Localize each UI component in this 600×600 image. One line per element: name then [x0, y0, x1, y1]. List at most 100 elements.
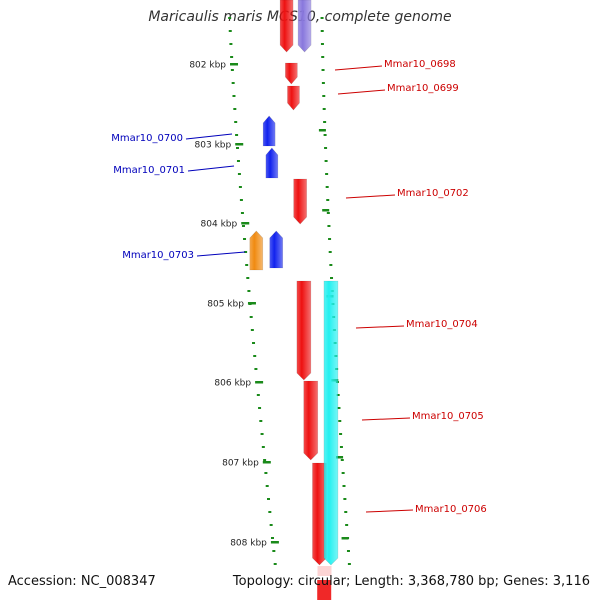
major-tick	[241, 222, 250, 225]
gene-arrow-0703-a[interactable]	[249, 230, 264, 271]
inner-tick-dot	[252, 342, 256, 344]
gene-arrow-0699[interactable]	[287, 85, 300, 111]
scale-label-806: 806 kbp	[214, 379, 251, 389]
inner-tick-dot	[236, 147, 240, 149]
outer-tick-dot	[324, 147, 328, 149]
outer-tick-dot	[339, 433, 343, 435]
inner-tick-dot	[245, 264, 249, 266]
major-tick	[235, 143, 244, 146]
gene-arrow-0705[interactable]	[303, 380, 319, 461]
outer-tick-dot	[338, 420, 342, 422]
inner-tick-dot	[264, 472, 268, 474]
outer-tick-dot	[344, 511, 348, 513]
inner-tick-dot	[256, 394, 260, 396]
gene-label-0702[interactable]: Mmar10_0702	[397, 188, 469, 199]
leader-line	[187, 165, 235, 172]
outer-tick-dot	[340, 459, 344, 461]
gene-label-0698[interactable]: Mmar10_0698	[384, 59, 456, 70]
gene-label-0704[interactable]: Mmar10_0704	[406, 319, 478, 330]
inner-tick-dot	[234, 121, 238, 123]
outer-tick-dot	[320, 17, 324, 19]
leader-line	[185, 133, 233, 140]
leader-line	[365, 509, 414, 513]
inner-tick-dot	[267, 498, 271, 500]
gene-arrow[interactable]	[279, 0, 294, 53]
major-tick	[341, 537, 349, 540]
outer-tick-dot	[325, 186, 329, 188]
inner-tick-dot	[272, 550, 276, 552]
gene-arrow-fade	[317, 566, 332, 576]
outer-tick-dot	[347, 563, 351, 565]
inner-tick-dot	[265, 485, 269, 487]
inner-tick-dot	[247, 290, 251, 292]
inner-tick-dot	[235, 134, 239, 136]
inner-tick-dot	[233, 108, 237, 110]
major-tick	[262, 461, 271, 464]
outer-tick-dot	[330, 277, 334, 279]
inner-tick-dot	[238, 186, 242, 188]
leader-line	[355, 325, 405, 329]
inner-tick-dot	[268, 511, 272, 513]
inner-tick-dot	[270, 537, 274, 539]
inner-tick-dot	[228, 17, 232, 19]
gene-arrow[interactable]	[317, 580, 332, 600]
major-tick	[318, 129, 326, 132]
inner-tick-dot	[258, 407, 262, 409]
outer-tick-dot	[320, 30, 324, 32]
leader-line	[345, 194, 396, 199]
outer-tick-dot	[325, 173, 329, 175]
major-tick	[230, 63, 239, 66]
outer-tick-dot	[321, 56, 325, 58]
inner-tick-dot	[249, 316, 253, 318]
inner-tick-dot	[231, 82, 235, 84]
gene-label-0705[interactable]: Mmar10_0705	[412, 411, 484, 422]
gene-arrow-0701[interactable]	[265, 147, 279, 179]
outer-tick-dot	[342, 485, 346, 487]
topology-text: Topology: circular; Length: 3,368,780 bp…	[232, 574, 590, 589]
leader-line	[361, 417, 411, 421]
leader-line	[337, 89, 386, 95]
inner-tick-dot	[253, 355, 257, 357]
outer-tick-dot	[341, 472, 345, 474]
inner-tick-dot	[246, 277, 250, 279]
scale-label-807: 807 kbp	[222, 459, 259, 469]
gene-arrow-0698[interactable]	[285, 62, 298, 85]
inner-tick-dot	[254, 368, 258, 370]
gene-label-0700[interactable]: Mmar10_0700	[111, 133, 183, 144]
inner-tick-dot	[236, 160, 240, 162]
outer-tick-dot	[337, 407, 341, 409]
outer-tick-dot	[328, 238, 332, 240]
gene-arrow-0704[interactable]	[296, 280, 312, 381]
accession-text: Accession: NC_008347	[8, 574, 156, 589]
gene-label-0703[interactable]: Mmar10_0703	[122, 250, 194, 261]
gene-arrow-cyan[interactable]	[323, 280, 339, 566]
outer-tick-dot	[346, 550, 350, 552]
scale-label-808: 808 kbp	[230, 539, 267, 549]
inner-tick-dot	[250, 329, 254, 331]
outer-tick-dot	[323, 134, 327, 136]
outer-tick-dot	[327, 225, 331, 227]
outer-tick-dot	[339, 446, 343, 448]
outer-tick-dot	[322, 108, 326, 110]
gene-arrow-0702[interactable]	[293, 178, 307, 225]
inner-tick-dot	[273, 563, 277, 565]
major-tick	[336, 456, 344, 459]
outer-tick-dot	[336, 394, 340, 396]
gene-arrow[interactable]	[297, 0, 312, 53]
gene-label-0701[interactable]: Mmar10_0701	[113, 165, 185, 176]
gene-arrow-0703[interactable]	[269, 230, 284, 269]
outer-tick-dot	[320, 43, 324, 45]
inner-tick-dot	[239, 199, 243, 201]
gene-arrow-0700[interactable]	[262, 115, 276, 147]
leader-line	[334, 65, 383, 71]
inner-tick-dot	[232, 95, 236, 97]
gene-label-0706[interactable]: Mmar10_0706	[415, 504, 487, 515]
inner-tick-dot	[240, 212, 244, 214]
inner-tick-dot	[237, 173, 241, 175]
inner-tick-dot	[244, 251, 248, 253]
inner-tick-dot	[241, 225, 245, 227]
inner-tick-dot	[261, 446, 265, 448]
inner-tick-dot	[260, 433, 264, 435]
gene-label-0699[interactable]: Mmar10_0699	[387, 83, 459, 94]
